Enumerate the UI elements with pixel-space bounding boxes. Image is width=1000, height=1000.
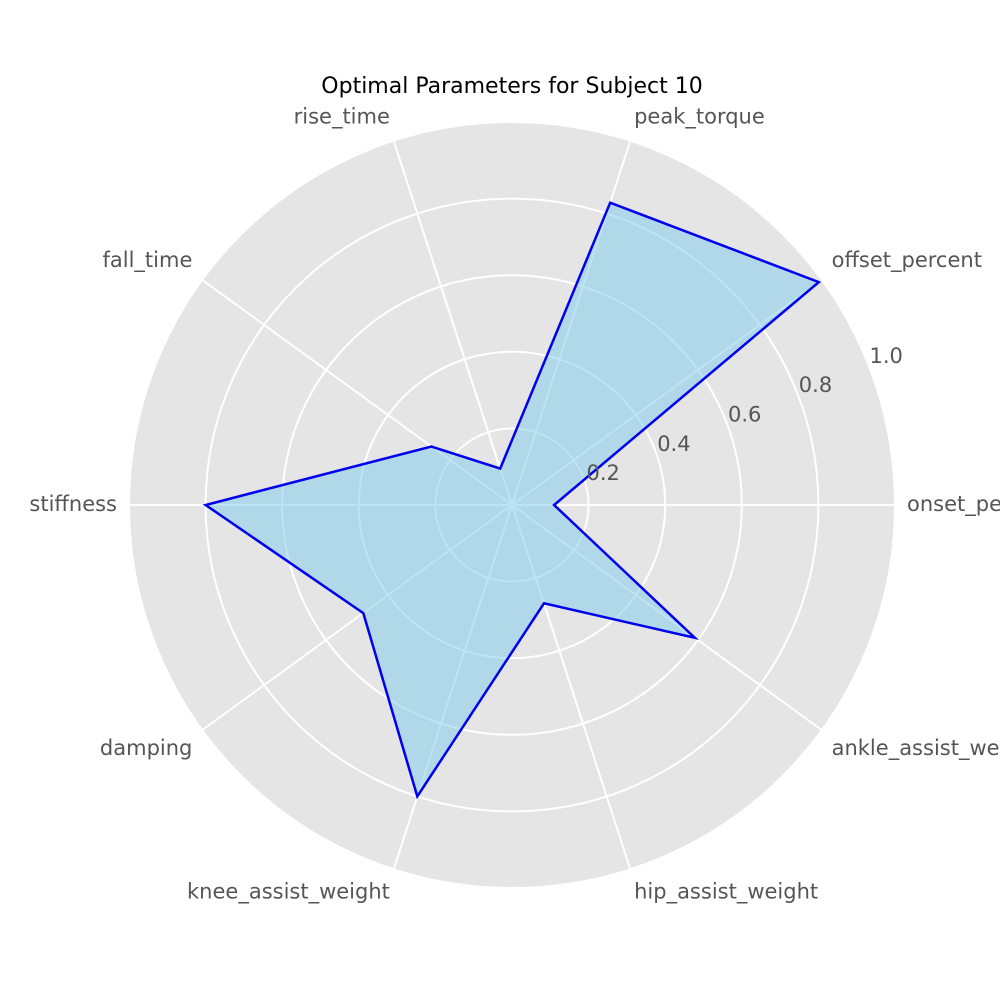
axis-label-damping: damping xyxy=(100,736,192,760)
axis-label-offset-percent: offset_percent xyxy=(832,248,982,273)
radial-tick-label: 1.0 xyxy=(870,344,903,368)
axis-labels: onset_percent offset_percent peak_torque ri… xyxy=(29,104,1000,904)
radial-tick-label: 0.8 xyxy=(799,373,832,397)
axis-label-peak-torque: peak_torque xyxy=(634,104,765,129)
axis-label-stiffness: stiffness xyxy=(29,492,117,516)
radial-tick-label: 0.6 xyxy=(728,403,761,427)
series-line xyxy=(202,201,822,800)
radial-tick-label: 0.4 xyxy=(657,432,690,456)
axis-label-fall-time: fall_time xyxy=(103,248,193,273)
axis-label-onset-percent: onset_percent xyxy=(907,492,1000,517)
axis-label-ankle-assist-weight: ankle_assist_weight xyxy=(832,736,1000,761)
axis-label-knee-assist-weight: knee_assist_weight xyxy=(187,880,390,905)
radial-tick-labels: 0.2 0.4 0.6 0.8 1.0 xyxy=(587,344,903,485)
radial-tick-label: 0.2 xyxy=(587,461,620,485)
chart-title: Optimal Parameters for Subject 10 xyxy=(321,74,702,99)
grid-spoke xyxy=(392,140,513,506)
axis-label-hip-assist-weight: hip_assist_weight xyxy=(634,880,818,905)
series-area xyxy=(205,202,819,797)
axis-label-rise-time: rise_time xyxy=(294,104,390,129)
